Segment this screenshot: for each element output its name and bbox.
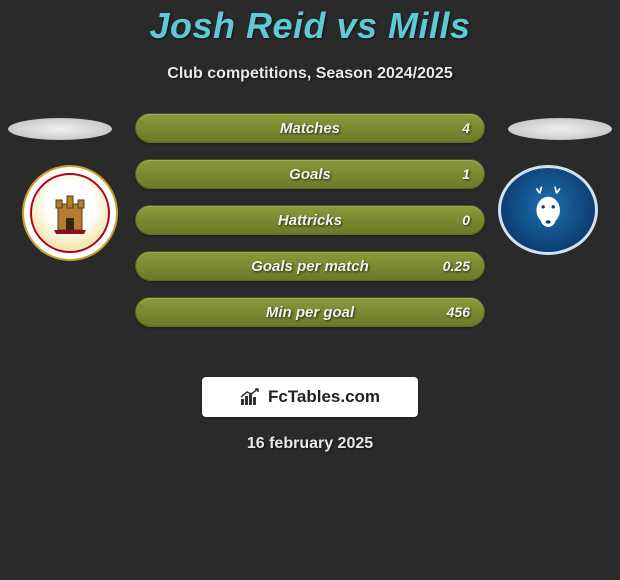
crest-right-bg bbox=[498, 165, 598, 255]
stat-label: Goals bbox=[289, 166, 331, 183]
club-crest-left bbox=[22, 165, 118, 261]
main-area: Matches 4 Goals 1 Hattricks 0 Goals per … bbox=[0, 113, 620, 353]
bar-chart-icon bbox=[240, 388, 262, 406]
brand-text: FcTables.com bbox=[268, 387, 380, 407]
stat-row: Hattricks 0 bbox=[135, 205, 485, 235]
player-photo-placeholder-right bbox=[508, 118, 612, 140]
player-photo-placeholder-left bbox=[8, 118, 112, 140]
stat-value: 1 bbox=[462, 166, 470, 182]
date-text: 16 february 2025 bbox=[0, 435, 620, 453]
stat-label: Goals per match bbox=[251, 258, 369, 275]
crest-left-bg bbox=[22, 165, 118, 261]
stat-row: Goals per match 0.25 bbox=[135, 251, 485, 281]
stats-list: Matches 4 Goals 1 Hattricks 0 Goals per … bbox=[135, 113, 485, 327]
stat-value: 0.25 bbox=[443, 258, 470, 274]
castle-icon bbox=[50, 190, 90, 236]
fctables-link[interactable]: FcTables.com bbox=[202, 377, 418, 417]
stat-row: Goals 1 bbox=[135, 159, 485, 189]
stat-label: Matches bbox=[280, 120, 340, 137]
stat-value: 4 bbox=[462, 120, 470, 136]
page-title: Josh Reid vs Mills bbox=[0, 5, 620, 47]
subtitle: Club competitions, Season 2024/2025 bbox=[0, 65, 620, 83]
stat-value: 0 bbox=[462, 212, 470, 228]
stat-value: 456 bbox=[447, 304, 470, 320]
stat-row: Min per goal 456 bbox=[135, 297, 485, 327]
deer-icon bbox=[520, 185, 576, 235]
comparison-card: Josh Reid vs Mills Club competitions, Se… bbox=[0, 0, 620, 453]
stat-row: Matches 4 bbox=[135, 113, 485, 143]
club-crest-right bbox=[498, 165, 598, 255]
stat-label: Min per goal bbox=[266, 304, 354, 321]
stat-label: Hattricks bbox=[278, 212, 342, 229]
